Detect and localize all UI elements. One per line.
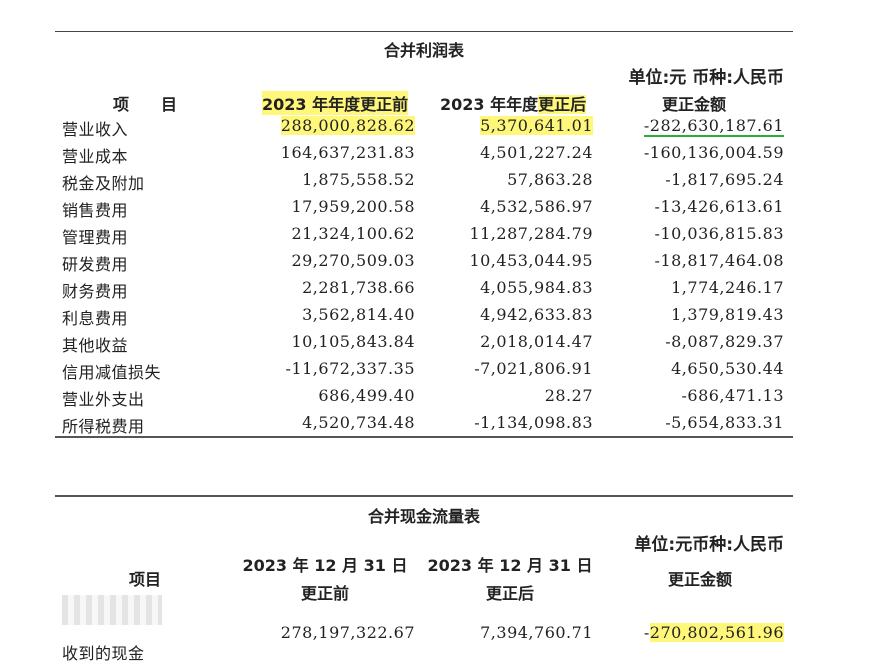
row-item-label: 信用减值损失 [62, 363, 162, 382]
row-item-label: 管理费用 [62, 228, 129, 247]
row-diff-value: 1,774,246.17 [671, 278, 784, 297]
row-diff-value: -10,036,815.83 [654, 224, 784, 243]
cashflow-before-line2: 更正前 [300, 584, 349, 603]
income-unit-line: 单位:元 币种:人民币 [628, 68, 784, 88]
row-before-value: 29,270,509.03 [291, 251, 415, 270]
cashflow-header-after: 2023 年 12 月 31 日 更正后 [425, 552, 595, 608]
cashflow-after-line1: 2023 年 12 月 31 日 [427, 556, 593, 575]
cashflow-row-label: 收到的现金 [62, 640, 793, 667]
row-after-value: 2,018,014.47 [480, 332, 593, 351]
row-after-value: 28.27 [544, 386, 593, 405]
row-diff-value: 1,379,819.43 [671, 305, 784, 324]
row-diff-value: -13,426,613.61 [654, 197, 784, 216]
cashflow-diff-sign: - [643, 623, 650, 642]
header-after: 2023 年年度更正后 [440, 91, 587, 115]
row-before-value: 3,562,814.40 [302, 305, 415, 324]
income-bottom-rule [55, 436, 793, 438]
cashflow-header-before: 2023 年 12 月 31 日 更正前 [240, 552, 410, 608]
cashflow-title: 合并现金流量表 [367, 507, 480, 526]
row-diff-value: -5,654,833.31 [665, 413, 784, 432]
cashflow-unit-line: 单位:元币种:人民币 [634, 535, 784, 555]
row-before-value: 164,637,231.83 [280, 143, 415, 162]
row-item-label: 营业成本 [62, 147, 129, 166]
cashflow-header-item: 项目 [128, 570, 161, 589]
cashflow-diff-value: -270,802,561.96 [644, 623, 784, 642]
table-row: 利息费用 3,562,814.40 4,942,633.83 1,379,819.43 [62, 305, 793, 332]
row-diff-value: 4,650,530.44 [671, 359, 784, 378]
row-diff-value: -686,471.13 [681, 386, 784, 405]
blurred-patch [62, 595, 162, 625]
table-row: 财务费用 2,281,738.66 4,055,984.83 1,774,246.17 [62, 278, 793, 305]
row-item-label: 利息费用 [62, 309, 129, 328]
income-statement-title: 合并利润表 [383, 41, 464, 60]
table-row: 其他收益 10,105,843.84 2,018,014.47 -8,087,829.… [62, 332, 793, 359]
row-item-label: 营业外支出 [62, 390, 145, 409]
row-after-value: -1,134,098.83 [474, 413, 593, 432]
table-row: 营业成本 164,637,231.83 4,501,227.24 -160,136,0… [62, 143, 793, 170]
header-diff: 更正金额 [662, 95, 727, 114]
row-item-label: 所得税费用 [62, 417, 145, 436]
row-before-value: 288,000,828.62 [280, 116, 415, 135]
row-item-label: 营业收入 [62, 120, 129, 139]
row-after-value: 5,370,641.01 [480, 116, 593, 135]
table-row: 信用减值损失 -11,672,337.35 -7,021,806.91 4,650,5… [62, 359, 793, 386]
row-item-label: 销售费用 [62, 201, 129, 220]
header-item: 项 目 [113, 95, 178, 114]
table-row: 研发费用 29,270,509.03 10,453,044.95 -18,817,46… [62, 251, 793, 278]
header-after-suffix: 更正后 [538, 95, 587, 114]
row-after-value: 10,453,044.95 [469, 251, 593, 270]
table-row: 税金及附加 1,875,558.52 57,863.28 -1,817,695.24 [62, 170, 793, 197]
row-after-value: -7,021,806.91 [474, 359, 593, 378]
table-row: 营业外支出 686,499.40 28.27 -686,471.13 [62, 386, 793, 413]
row-item-label: 财务费用 [62, 282, 129, 301]
cashflow-before-value: 278,197,322.67 [280, 623, 415, 642]
row-item-label: 税金及附加 [62, 174, 145, 193]
cashflow-after-line2: 更正后 [485, 584, 534, 603]
row-before-value: 4,520,734.48 [302, 413, 415, 432]
row-diff-value: -282,630,187.61 [643, 116, 784, 137]
row-item-label: 其他收益 [62, 336, 129, 355]
row-after-value: 57,863.28 [507, 170, 593, 189]
cashflow-item-label: 收到的现金 [62, 644, 145, 663]
table-row: 所得税费用 4,520,734.48 -1,134,098.83 -5,654,833… [62, 413, 793, 440]
row-diff-value: -160,136,004.59 [643, 143, 784, 162]
cashflow-row: 278,197,322.67 7,394,760.71 -270,802,561… [62, 623, 793, 650]
row-before-value: 1,875,558.52 [302, 170, 415, 189]
row-after-value: 4,055,984.83 [480, 278, 593, 297]
row-before-value: 10,105,843.84 [291, 332, 415, 351]
row-diff-value: -8,087,829.37 [665, 332, 784, 351]
row-before-value: 686,499.40 [318, 386, 415, 405]
top-rule [55, 31, 793, 32]
row-after-value: 11,287,284.79 [469, 224, 593, 243]
header-after-prefix: 2023 年年度 [440, 95, 539, 114]
header-before: 2023 年年度更正前 [262, 91, 409, 115]
row-after-value: 4,942,633.83 [480, 305, 593, 324]
table-row: 管理费用 21,324,100.62 11,287,284.79 -10,036,81… [62, 224, 793, 251]
cashflow-before-line1: 2023 年 12 月 31 日 [242, 556, 408, 575]
table-row: 销售费用 17,959,200.58 4,532,586.97 -13,426,613… [62, 197, 793, 224]
row-before-value: 17,959,200.58 [291, 197, 415, 216]
cashflow-header-diff: 更正金额 [667, 570, 732, 589]
row-before-value: -11,672,337.35 [285, 359, 415, 378]
row-after-value: 4,501,227.24 [480, 143, 593, 162]
row-diff-value: -18,817,464.08 [654, 251, 784, 270]
cashflow-diff-number: 270,802,561.96 [649, 623, 784, 642]
row-item-label: 研发费用 [62, 255, 129, 274]
row-diff-value: -1,817,695.24 [665, 170, 784, 189]
row-after-value: 4,532,586.97 [480, 197, 593, 216]
cashflow-top-rule [55, 495, 793, 497]
row-before-value: 21,324,100.62 [291, 224, 415, 243]
table-row: 营业收入 288,000,828.62 5,370,641.01 -282,630,1… [62, 116, 793, 143]
cashflow-after-value: 7,394,760.71 [480, 623, 593, 642]
row-before-value: 2,281,738.66 [302, 278, 415, 297]
